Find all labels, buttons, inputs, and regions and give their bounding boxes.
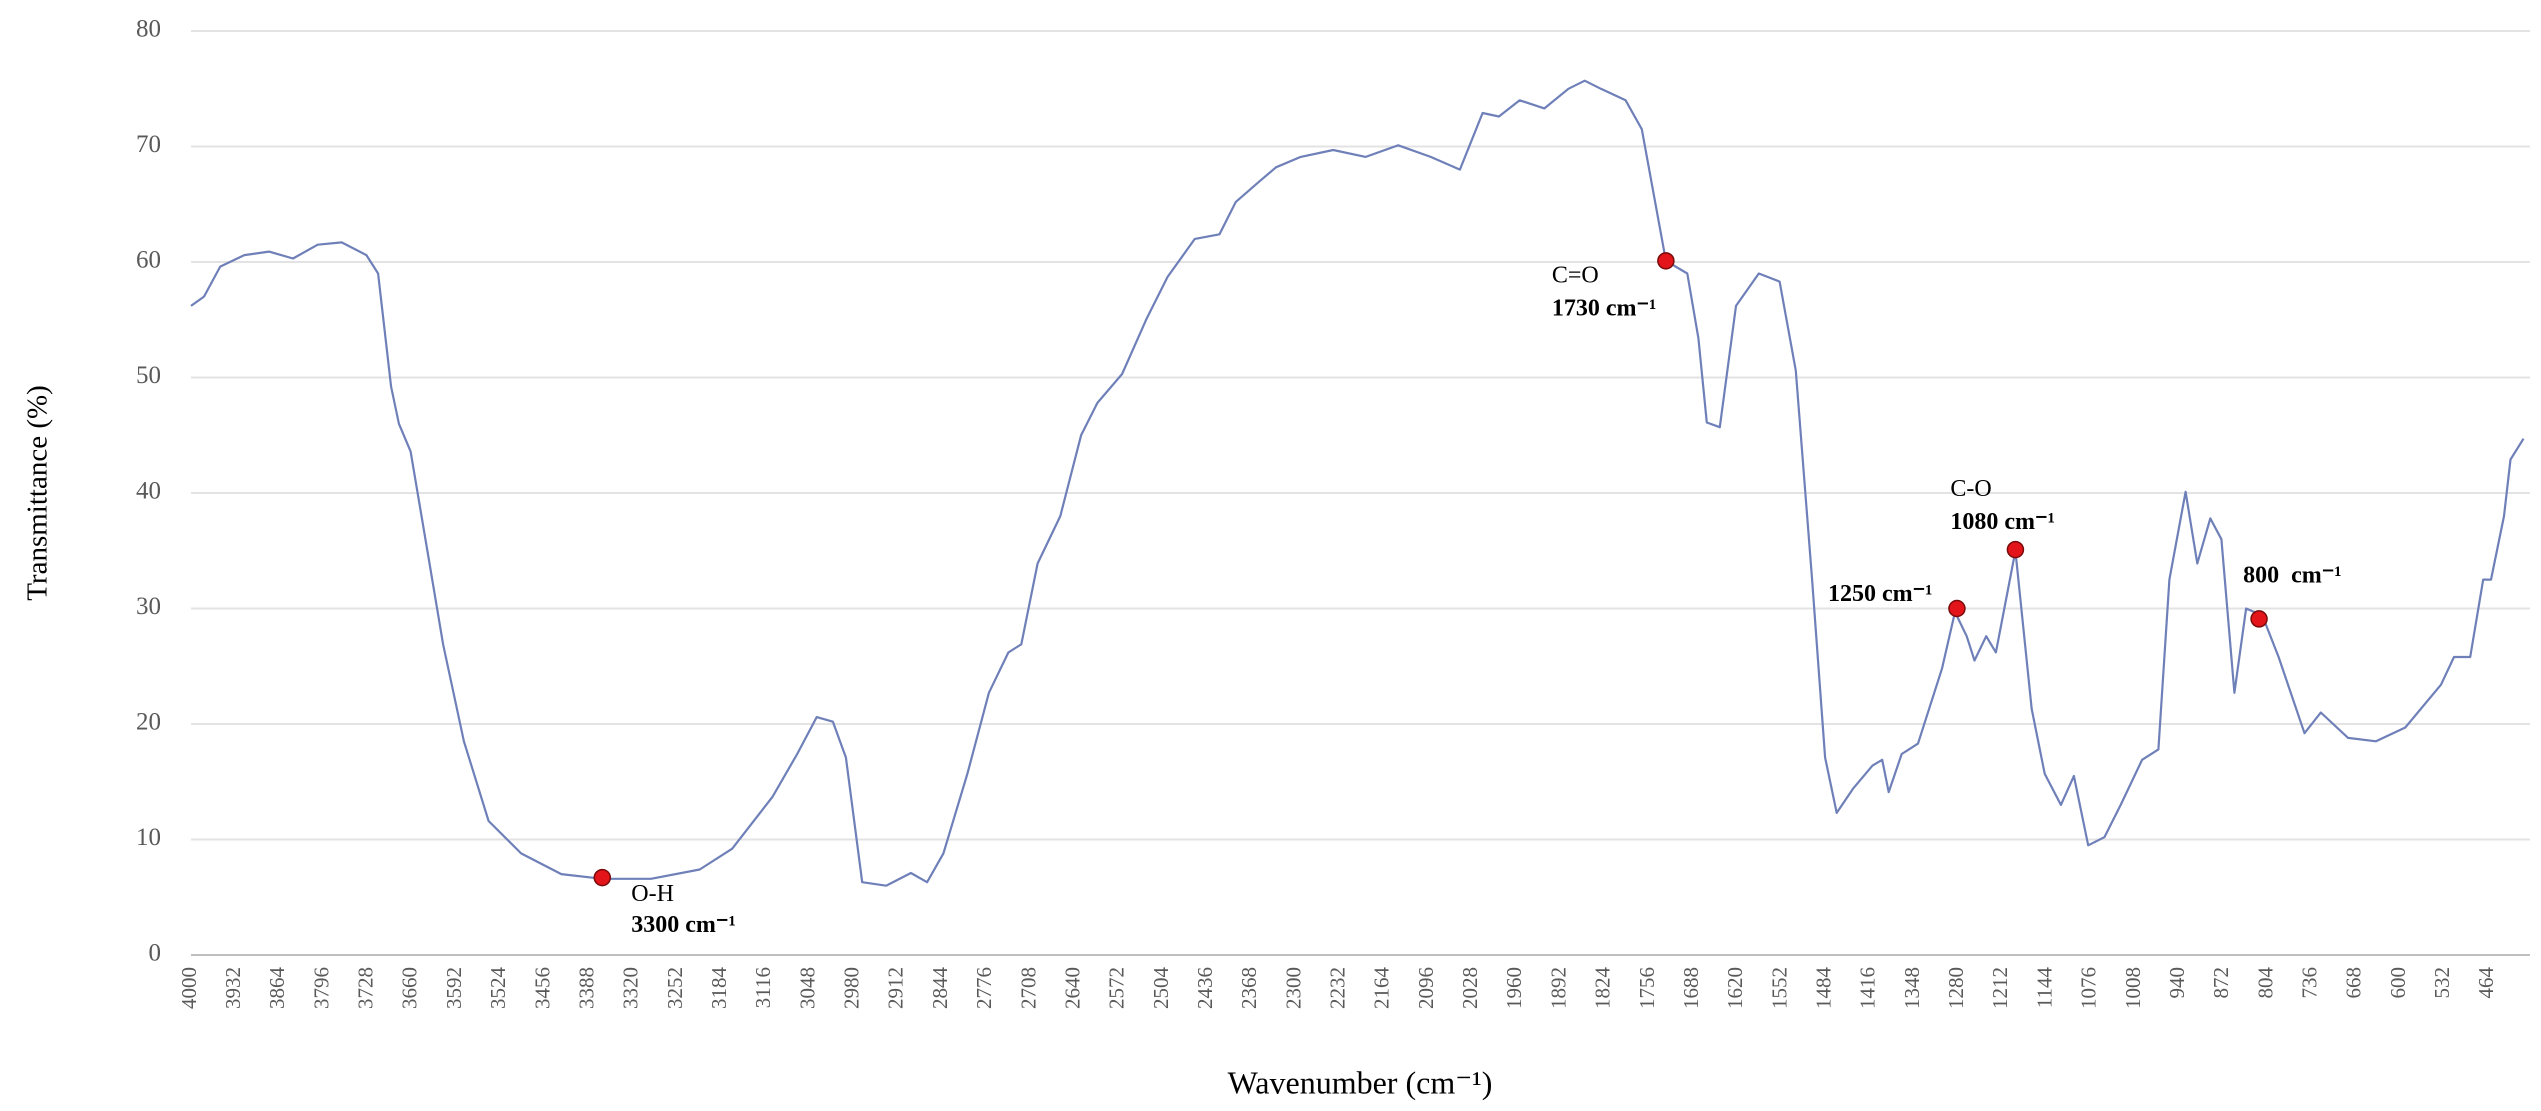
x-tick-label: 2572 xyxy=(1105,967,1129,1009)
y-tick-label: 10 xyxy=(136,824,161,851)
y-axis-title: Transmittance (%) xyxy=(22,385,54,601)
x-tick-label: 1620 xyxy=(1723,967,1747,1009)
x-tick-label: 3864 xyxy=(265,967,289,1010)
y-tick-label: 80 xyxy=(136,16,161,43)
x-tick-label: 1008 xyxy=(2121,967,2145,1009)
x-tick-label: 2776 xyxy=(972,967,996,1009)
x-tick-label: 3184 xyxy=(707,967,731,1010)
x-tick-label: 1416 xyxy=(1856,967,1880,1009)
x-tick-label: 940 xyxy=(2165,967,2189,999)
x-tick-label: 3932 xyxy=(221,967,245,1009)
x-tick-label: 3048 xyxy=(795,967,819,1009)
x-tick-label: 1076 xyxy=(2077,967,2101,1009)
x-axis-title: Wavenumber (cm⁻¹) xyxy=(1228,1064,1493,1100)
x-tick-label: 2028 xyxy=(1458,967,1482,1009)
x-tick-label: 2980 xyxy=(840,967,864,1009)
y-tick-label: 0 xyxy=(149,940,162,967)
x-tick-label: 2368 xyxy=(1237,967,1261,1009)
annotation-value: 3300 cm⁻¹ xyxy=(631,912,736,938)
x-tick-label: 3796 xyxy=(309,967,333,1009)
peak-marker xyxy=(2006,540,2025,559)
x-tick-label: 464 xyxy=(2474,967,2498,999)
x-tick-label: 2708 xyxy=(1016,967,1040,1009)
x-tick-label: 1688 xyxy=(1679,967,1703,1009)
x-tick-label: 3728 xyxy=(354,967,378,1009)
x-tick-label: 2164 xyxy=(1370,967,1394,1010)
x-tick-label: 736 xyxy=(2298,967,2322,999)
x-tick-label: 4000 xyxy=(177,967,201,1009)
y-tick-label: 40 xyxy=(136,478,161,505)
x-tick-label: 1348 xyxy=(1900,967,1924,1009)
x-tick-label: 3592 xyxy=(442,967,466,1009)
x-tick-label: 2844 xyxy=(928,967,952,1010)
x-tick-label: 1892 xyxy=(1546,967,1570,1009)
x-tick-label: 3320 xyxy=(619,967,643,1009)
x-tick-label: 2300 xyxy=(1281,967,1305,1009)
x-tick-label: 3524 xyxy=(486,967,510,1010)
x-tick-label: 668 xyxy=(2342,967,2366,999)
x-tick-label: 1552 xyxy=(1767,967,1791,1009)
x-tick-label: 1212 xyxy=(1988,967,2012,1009)
x-tick-label: 1960 xyxy=(1502,967,1526,1009)
x-tick-label: 2232 xyxy=(1326,967,1350,1009)
spectrum-line xyxy=(190,79,2525,887)
y-tick-label: 50 xyxy=(136,362,161,389)
y-tick-label: 70 xyxy=(136,131,161,158)
annotation-value: 1250 cm⁻¹ xyxy=(1828,581,1933,607)
x-tick-label: 3456 xyxy=(530,967,554,1009)
x-tick-label: 2504 xyxy=(1149,967,1173,1010)
x-tick-label: 872 xyxy=(2209,967,2233,999)
x-tick-label: 3388 xyxy=(574,967,598,1009)
annotation-label: C=O xyxy=(1552,262,1599,288)
x-tick-label: 804 xyxy=(2253,967,2277,999)
y-tick-label: 20 xyxy=(136,709,161,736)
x-tick-label: 2436 xyxy=(1193,967,1217,1009)
x-tick-label: 1824 xyxy=(1591,967,1615,1010)
peak-marker xyxy=(1948,599,1966,618)
x-tick-label: 1484 xyxy=(1812,967,1836,1010)
x-tick-label: 600 xyxy=(2386,967,2410,999)
y-tick-label: 60 xyxy=(136,247,161,274)
annotation-value: 1730 cm⁻¹ xyxy=(1552,295,1657,321)
annotation-label: O-H xyxy=(631,881,674,907)
x-tick-label: 532 xyxy=(2430,967,2454,999)
x-tick-label: 2912 xyxy=(884,967,908,1009)
x-tick-label: 3116 xyxy=(751,967,775,1008)
y-tick-label: 30 xyxy=(136,593,161,620)
x-tick-label: 1756 xyxy=(1635,967,1659,1009)
x-tick-label: 2640 xyxy=(1060,967,1084,1009)
x-tick-label: 2096 xyxy=(1414,967,1438,1009)
peak-marker xyxy=(1657,252,1675,270)
annotation-value: 1080 cm⁻¹ xyxy=(1950,509,2055,535)
peak-marker xyxy=(2250,610,2268,628)
x-tick-label: 1280 xyxy=(1944,967,1968,1009)
x-tick-label: 1144 xyxy=(2032,967,2056,1009)
annotation-label: C-O xyxy=(1950,476,1991,502)
peak-marker xyxy=(593,868,612,887)
x-tick-label: 3252 xyxy=(663,967,687,1009)
x-tick-label: 3660 xyxy=(398,967,422,1009)
annotation-value: 800 cm⁻¹ xyxy=(2243,562,2342,588)
